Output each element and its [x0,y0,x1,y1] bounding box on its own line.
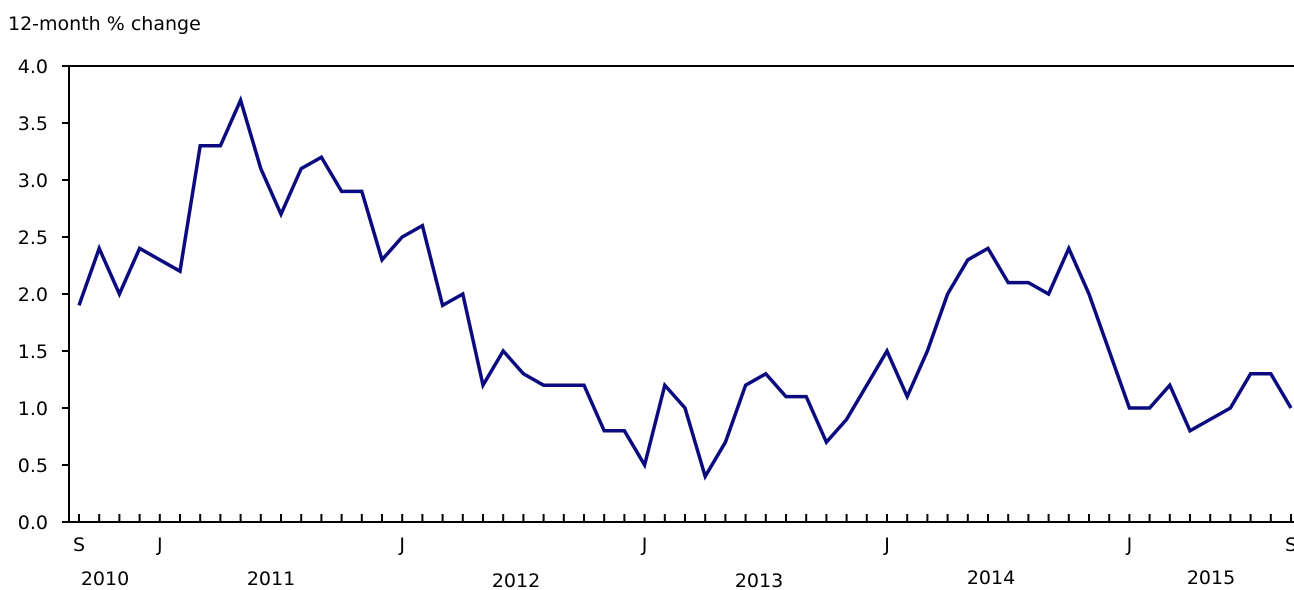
x-year-label: 2011 [247,568,295,590]
y-axis-title: 12-month % change [8,13,201,35]
y-tick-label: 3.5 [18,113,48,135]
x-month-label: J [883,534,890,556]
y-tick-label: 1.0 [18,398,48,420]
x-year-label: 2014 [967,567,1015,589]
x-month-label: S [1285,534,1294,556]
x-month-label: J [641,534,648,556]
x-year-label: 2015 [1187,567,1235,589]
y-tick-label: 2.5 [18,227,48,249]
x-year-label: 2010 [81,568,129,590]
y-tick-label: 4.0 [18,56,48,78]
x-month-label: J [398,534,405,556]
x-axis: S J J J J J S 2010 2011 2012 2013 2014 2015 [73,514,1294,590]
y-tick-label: 1.5 [18,341,48,363]
series-layer [77,95,1293,481]
x-year-label: 2013 [735,570,783,590]
y-tick-label: 0.0 [18,512,48,534]
x-month-label: S [73,534,85,556]
x-month-label: J [1126,534,1133,556]
y-tick-label: 0.5 [18,455,48,477]
y-tick-label: 3.0 [18,170,48,192]
x-month-label: J [156,534,163,556]
series-line [77,95,1293,481]
plot-frame [68,65,1294,523]
y-tick-label: 2.0 [18,284,48,306]
y-axis: 0.0 0.5 1.0 1.5 2.0 2.5 3.0 3.5 4.0 [18,56,69,534]
x-year-label: 2012 [492,570,540,590]
